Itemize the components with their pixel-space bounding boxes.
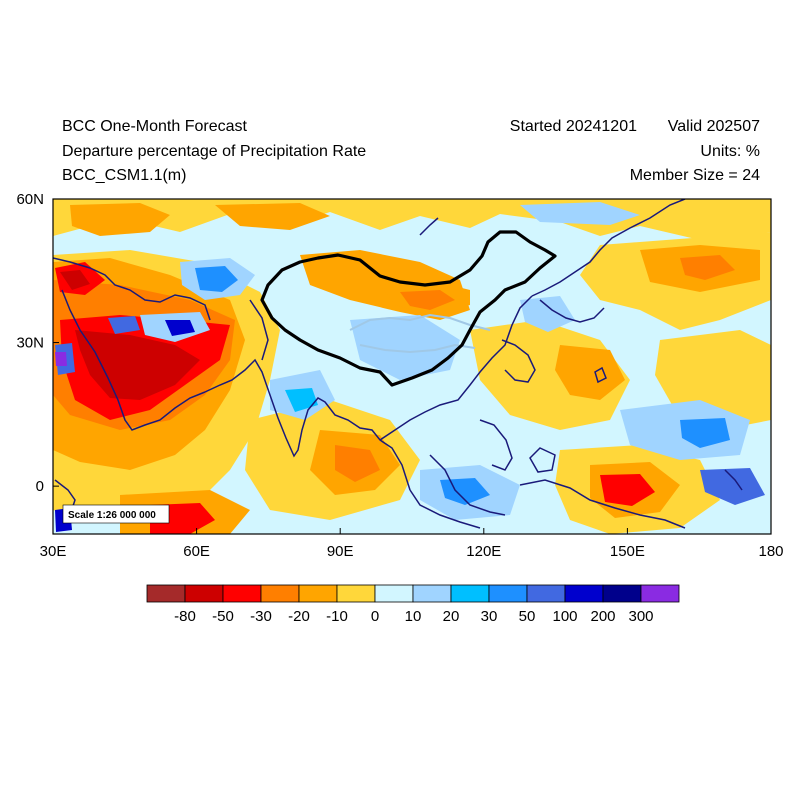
anomaly-patch — [60, 270, 90, 290]
colorbar-swatch — [374, 584, 414, 603]
model-name: BCC_CSM1.1(m) — [62, 167, 187, 184]
scale-label: Scale 1:26 000 000 — [68, 510, 156, 521]
y-tick-label: 0 — [36, 478, 44, 495]
map-title: BCC One-Month Forecast — [62, 118, 247, 135]
x-tick-label: 150E — [610, 543, 645, 560]
coastline — [419, 217, 439, 236]
valid-date: Valid 202507 — [667, 118, 760, 135]
colorbar-swatch — [602, 584, 642, 603]
china-border — [260, 230, 557, 387]
precipitation-field: Scale 1:26 000 000 — [53, 199, 771, 534]
colorbar-label: -20 — [288, 608, 310, 625]
colorbar-label: -30 — [250, 608, 272, 625]
colorbar-swatch — [298, 584, 338, 603]
x-tick-label: 180 — [758, 543, 783, 560]
anomaly-patch — [600, 474, 655, 506]
coastline — [501, 339, 536, 383]
colorbar-label: -10 — [326, 608, 348, 625]
anomaly-patch — [215, 203, 330, 230]
anomaly-patch — [108, 316, 140, 334]
colorbar-swatch — [184, 584, 224, 603]
colorbar-label: 20 — [443, 608, 460, 625]
x-tick-label: 60E — [183, 543, 210, 560]
colorbar-label: 200 — [590, 608, 615, 625]
colorbar-label: 0 — [371, 608, 379, 625]
colorbar-swatch — [336, 584, 376, 603]
anomaly-patch — [680, 255, 735, 280]
coastline — [519, 479, 686, 529]
colorbar-label: -50 — [212, 608, 234, 625]
coastline — [204, 358, 411, 491]
coastline — [531, 199, 686, 297]
x-tick-label: 90E — [327, 543, 354, 560]
anomaly-patch — [350, 315, 460, 380]
anomaly-patch — [335, 445, 380, 482]
member-size: Member Size = 24 — [629, 167, 760, 184]
colorbar-label: 30 — [481, 608, 498, 625]
colorbar-swatch — [222, 584, 262, 603]
coastline — [529, 447, 556, 473]
colorbar-swatch — [526, 584, 566, 603]
colorbar-label: 300 — [628, 608, 653, 625]
coastline — [409, 489, 481, 529]
coastline — [479, 419, 513, 471]
colorbar-label: 50 — [519, 608, 536, 625]
coastline — [594, 366, 607, 384]
axis-ticks: 30E 60E 90E 120E 150E 180 60N 30N 0 — [16, 191, 783, 560]
coastlines — [53, 199, 743, 529]
anomaly-patch — [470, 320, 630, 430]
colorbar-swatch — [640, 584, 680, 603]
coastline — [539, 299, 605, 323]
y-tick-label: 30N — [16, 335, 44, 352]
colorbar-label: -80 — [174, 608, 196, 625]
anomaly-patch — [195, 266, 238, 292]
colorbar-swatch — [488, 584, 528, 603]
anomaly-patch — [165, 320, 195, 336]
anomaly-patch — [680, 418, 730, 448]
river — [359, 343, 476, 354]
anomaly-patch — [520, 296, 575, 332]
x-tick-label: 120E — [466, 543, 501, 560]
colorbar-label: 10 — [405, 608, 422, 625]
y-tick-label: 60N — [16, 191, 44, 208]
coastline — [61, 289, 206, 431]
coastline — [724, 469, 743, 491]
coastline — [379, 295, 533, 441]
anomaly-patch — [70, 203, 170, 236]
anomaly-patch — [520, 202, 640, 225]
coastline — [249, 299, 269, 361]
river — [349, 313, 491, 331]
x-tick-label: 30E — [40, 543, 67, 560]
map-frame — [52, 198, 772, 535]
colorbar: -80 -50 -30 -20 -10 0 10 20 30 50 100 200 300 — [146, 584, 680, 625]
started-date: Started 20241201 — [509, 118, 637, 135]
anomaly-patch — [555, 345, 625, 400]
colorbar-swatch — [260, 584, 300, 603]
anomaly-patch — [285, 388, 318, 412]
scale-box — [62, 504, 170, 524]
units-label: Units: % — [700, 143, 760, 160]
anomaly-patch — [55, 352, 67, 366]
colorbar-swatch — [450, 584, 490, 603]
colorbar-swatch — [146, 584, 186, 603]
rivers — [349, 313, 491, 354]
coastline — [53, 257, 211, 321]
colorbar-label: 100 — [552, 608, 577, 625]
anomaly-patch — [75, 330, 200, 400]
anomaly-patch — [700, 468, 765, 505]
anomaly-patch — [400, 290, 455, 310]
colorbar-swatch — [564, 584, 604, 603]
colorbar-swatch — [412, 584, 452, 603]
map-subtitle: Departure percentage of Precipitation Ra… — [62, 143, 367, 160]
coastline — [429, 454, 506, 516]
